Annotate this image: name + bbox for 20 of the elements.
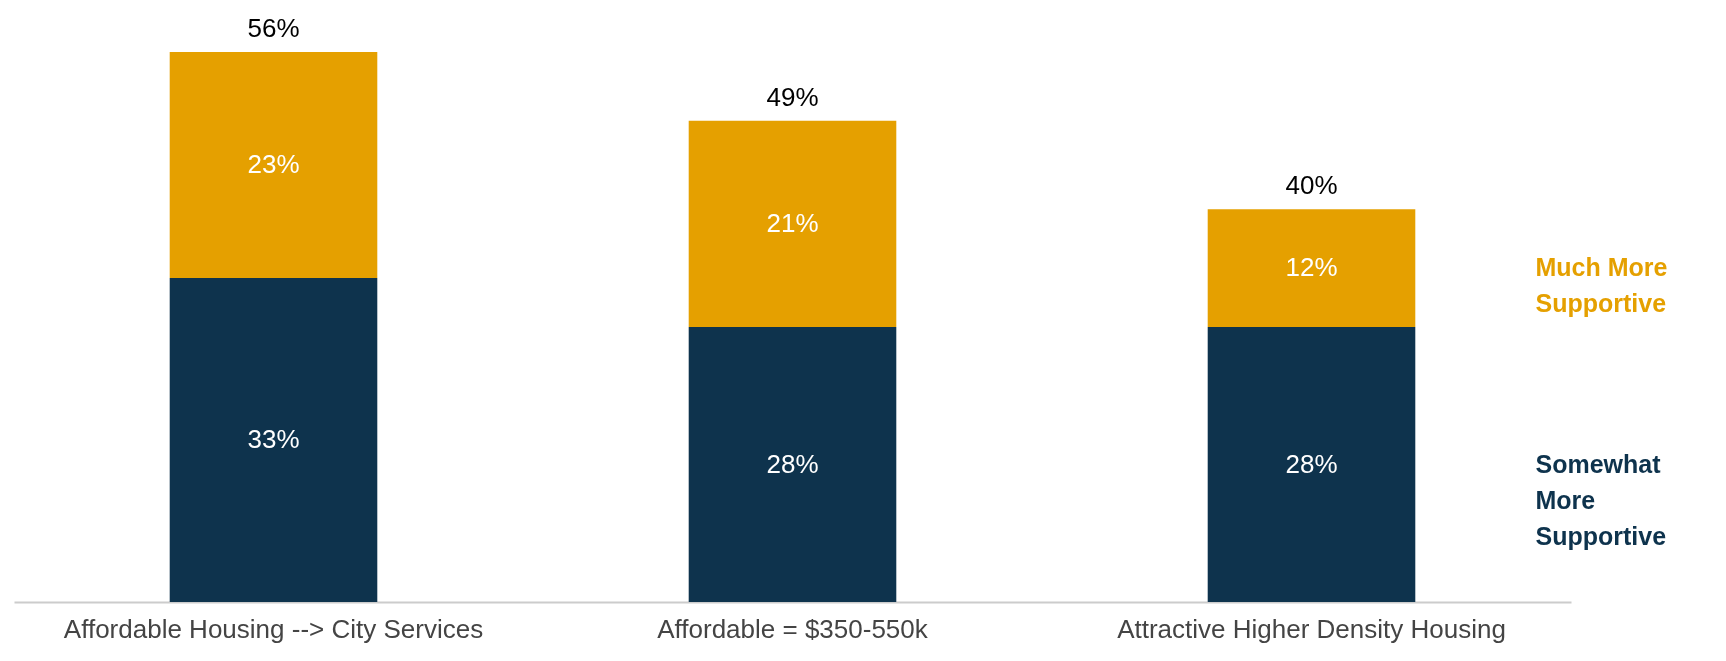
data-label: 23% [247, 148, 300, 179]
bar [169, 277, 378, 602]
bar [1207, 327, 1416, 602]
total-label: 49% [766, 81, 819, 112]
bar [169, 52, 378, 278]
data-label: 28% [766, 448, 819, 479]
data-label: 28% [1285, 448, 1338, 479]
text: Much More Supportive [1535, 253, 1668, 318]
bar [688, 327, 897, 602]
x-tick-label: Affordable = $350-550k [657, 613, 929, 644]
total-label: 56% [247, 13, 300, 43]
text: Somewhat More Supportive [1535, 449, 1667, 550]
x-tick-label: Affordable Housing --> City Services [63, 613, 484, 644]
bar [688, 120, 897, 327]
x-tick-label: Attractive Higher Density Housing [1117, 613, 1506, 644]
data-label: 12% [1285, 252, 1338, 283]
data-label: 33% [247, 423, 300, 454]
total-label: 40% [1285, 170, 1338, 201]
data-label: 21% [766, 207, 819, 238]
bar [1207, 209, 1416, 327]
